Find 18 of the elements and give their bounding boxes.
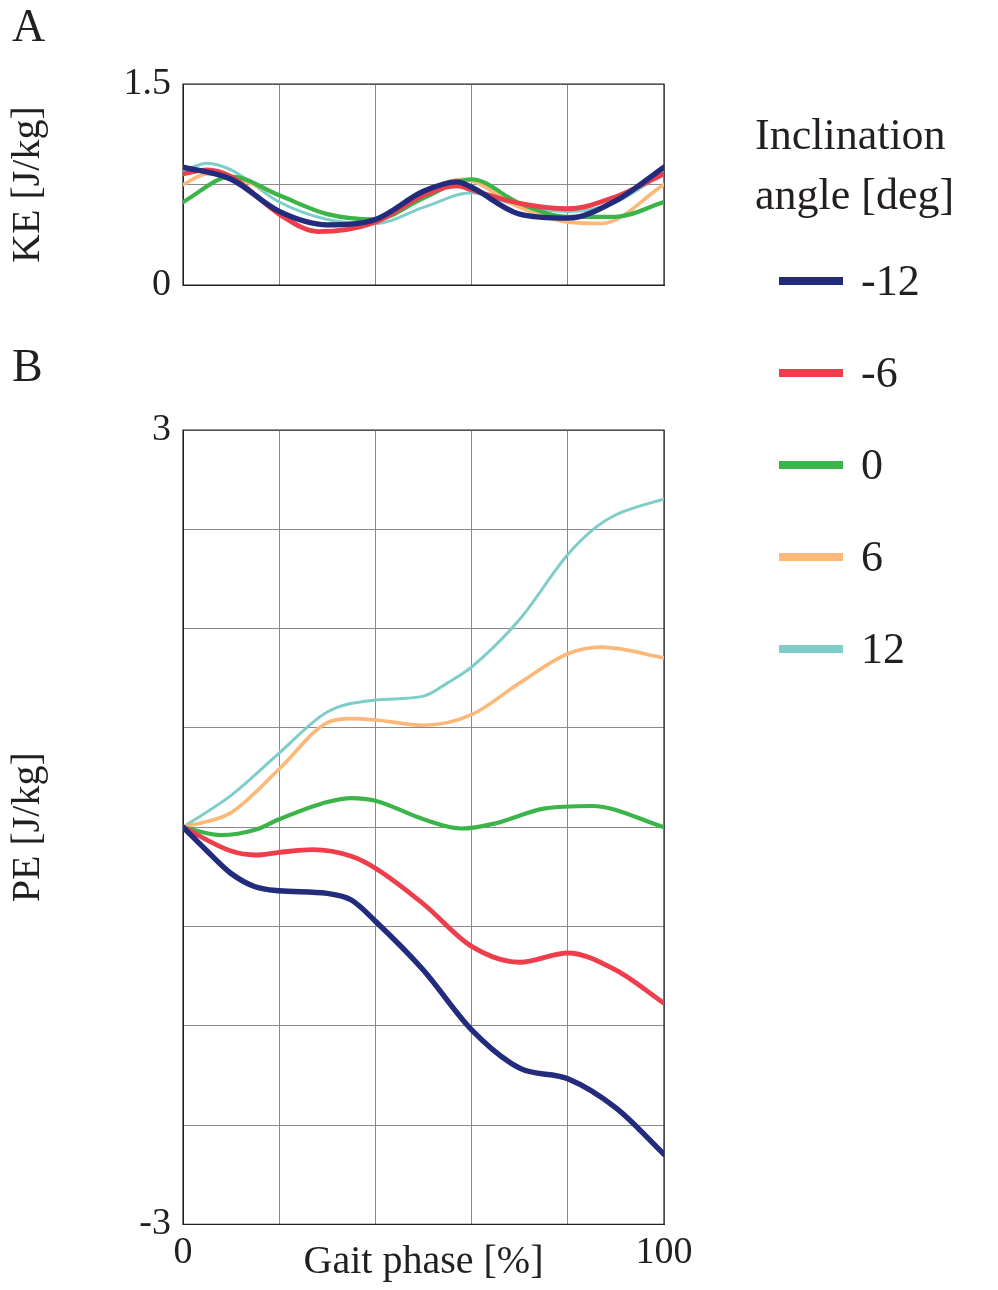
line-series — [183, 824, 664, 1006]
line-series — [183, 645, 664, 829]
y-tick-label: 1.5 — [123, 59, 171, 102]
y-tick-label: 3 — [152, 405, 171, 448]
y-tick-label: 0 — [152, 261, 171, 304]
legend-label: -6 — [861, 347, 898, 399]
x-axis-title: Gait phase [%] — [303, 1236, 544, 1282]
legend-label: 0 — [861, 439, 883, 491]
y-tick-label: -3 — [139, 1200, 171, 1243]
chart-title: A — [12, 0, 46, 52]
legend-label: 12 — [861, 623, 905, 675]
legend-label: -12 — [861, 255, 920, 307]
legend-title: Inclination angle [deg] — [755, 109, 956, 221]
y-axis-title: PE [J/kg] — [2, 752, 48, 903]
legend-label: 6 — [861, 531, 883, 583]
x-tick-label: 100 — [635, 1229, 693, 1272]
y-axis-title: KE [J/kg] — [2, 106, 48, 263]
chart-title: B — [12, 340, 43, 392]
